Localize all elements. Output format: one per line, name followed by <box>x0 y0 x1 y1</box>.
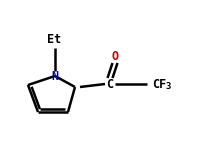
Text: C: C <box>106 77 114 91</box>
Text: Et: Et <box>47 33 61 46</box>
Text: 3: 3 <box>165 82 170 91</box>
Text: O: O <box>111 51 119 64</box>
Text: CF: CF <box>152 77 166 91</box>
Text: N: N <box>51 70 59 82</box>
